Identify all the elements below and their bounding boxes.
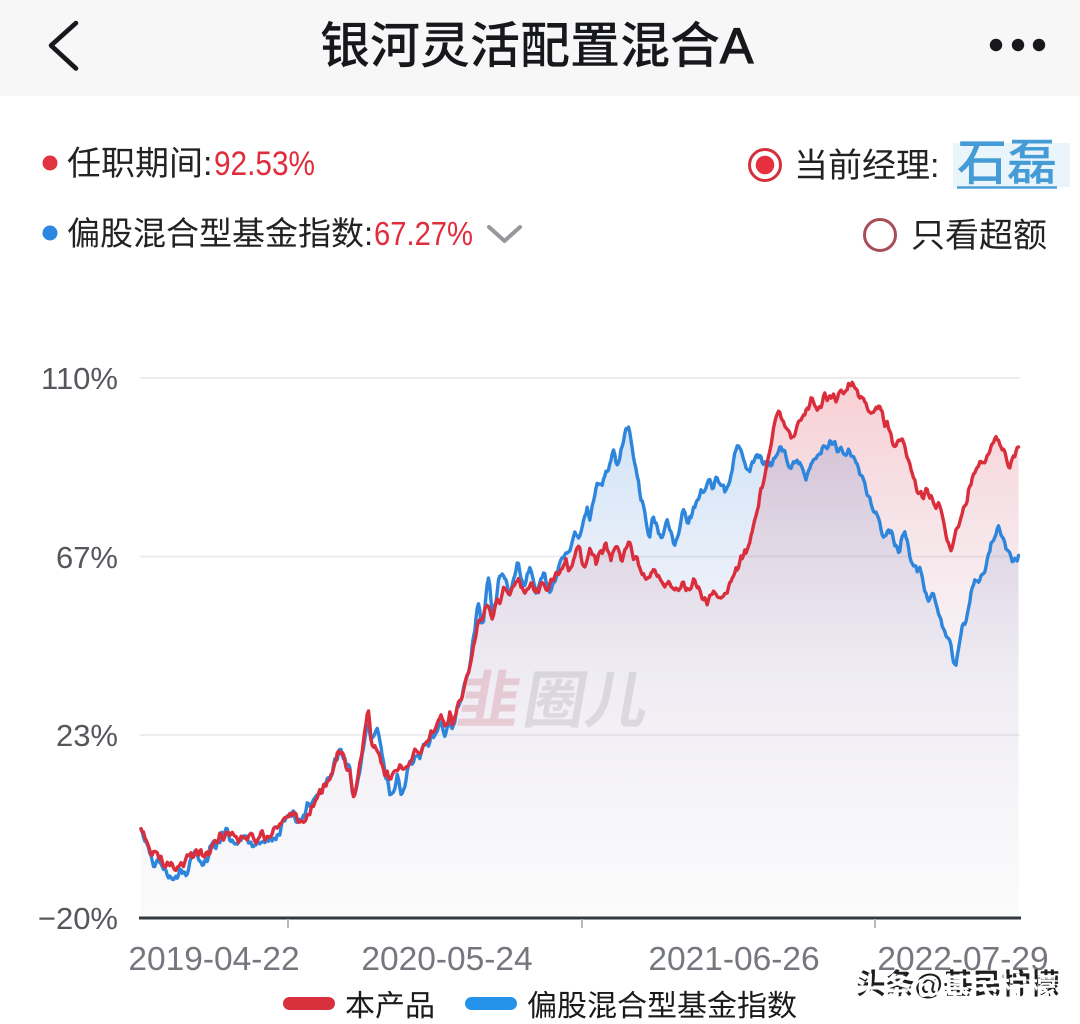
svg-text:@: @ bbox=[915, 969, 943, 1001]
svg-text:2020-05-24: 2020-05-24 bbox=[361, 941, 532, 978]
svg-text:A: A bbox=[720, 18, 754, 74]
svg-text:67.27%: 67.27% bbox=[374, 215, 473, 252]
svg-text:23%: 23% bbox=[56, 718, 118, 753]
svg-text:@: @ bbox=[912, 973, 940, 1005]
svg-text:67%: 67% bbox=[56, 540, 118, 575]
svg-text::: : bbox=[364, 215, 373, 252]
svg-text:2019-04-22: 2019-04-22 bbox=[128, 941, 299, 978]
svg-text::: : bbox=[203, 145, 212, 183]
svg-text:−20%: −20% bbox=[38, 901, 118, 936]
svg-text::: : bbox=[930, 147, 939, 185]
svg-text:110%: 110% bbox=[41, 361, 118, 396]
svg-text:92.53%: 92.53% bbox=[214, 145, 315, 183]
svg-text:2021-06-26: 2021-06-26 bbox=[648, 941, 819, 978]
